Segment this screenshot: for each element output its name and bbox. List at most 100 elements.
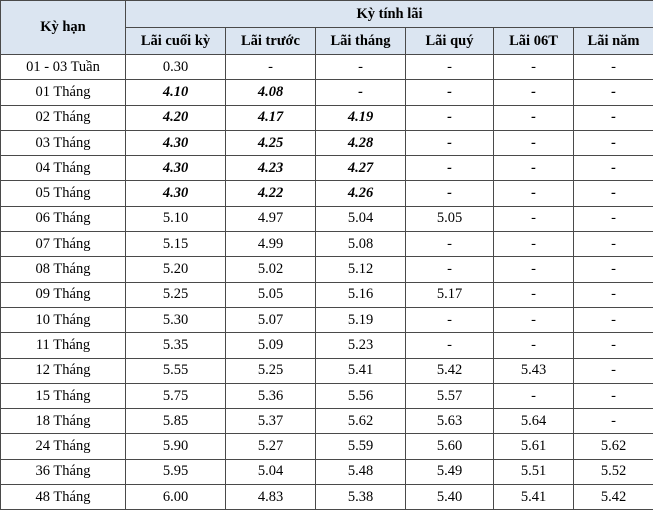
rate-cell: 5.60 [405, 433, 494, 460]
rate-cell: - [405, 256, 494, 283]
rate-cell: - [405, 104, 494, 131]
rate-cell: 5.42 [405, 357, 494, 384]
table-row: 03 Tháng 4.30 4.25 4.28- - - [0, 129, 653, 157]
rate-cell: 5.04 [315, 205, 406, 233]
term-cell: 07 Tháng [0, 231, 126, 258]
table-row: 05 Tháng 4.30 4.22 4.26- - - [0, 180, 653, 207]
table-row: 24 Tháng 5.90 5.27 5.59 5.60 5.61 5.62 [0, 433, 653, 460]
rate-cell: - [315, 79, 406, 106]
term-cell: 18 Tháng [0, 408, 126, 435]
rate-cell: - [572, 180, 653, 207]
rate-cell: 5.02 [225, 256, 316, 283]
rate-cell: - [405, 155, 494, 182]
rate-cell: - [572, 281, 653, 308]
column-header: Lãi 06T [493, 27, 574, 55]
rate-cell: - [405, 332, 494, 359]
rate-cell: - [493, 79, 574, 106]
rate-cell: 5.08 [315, 231, 406, 258]
table-row: 18 Tháng 5.85 5.37 5.62 5.63 5.64- [0, 408, 653, 435]
rate-cell: 4.19 [315, 104, 406, 131]
rate-cell: - [572, 231, 653, 258]
rate-cell: - [493, 53, 574, 81]
term-cell: 03 Tháng [0, 129, 126, 157]
rate-cell: - [572, 382, 653, 410]
rate-cell: - [405, 79, 494, 106]
term-header: Kỳ hạn [0, 0, 126, 55]
rate-cell: - [572, 332, 653, 359]
rate-cell: 5.16 [315, 281, 406, 308]
rate-cell: 4.28 [315, 129, 406, 157]
rate-cell: 4.83 [225, 484, 316, 510]
rate-cell: - [493, 104, 574, 131]
rate-cell: - [572, 205, 653, 233]
rate-cell: - [493, 306, 574, 334]
term-cell: 12 Tháng [0, 357, 126, 384]
rate-cell: 5.40 [405, 484, 494, 510]
rate-cell: - [493, 332, 574, 359]
rate-cell: - [493, 155, 574, 182]
rate-cell: 5.25 [225, 357, 316, 384]
rate-cell: 5.59 [315, 433, 406, 460]
rate-cell: - [493, 382, 574, 410]
rate-cell: 5.48 [315, 458, 406, 486]
rate-cell: 5.52 [572, 458, 653, 486]
rate-cell: - [493, 129, 574, 157]
rate-cell: 5.56 [315, 382, 406, 410]
rate-cell: 5.95 [125, 458, 226, 486]
table-row: 11 Tháng 5.35 5.09 5.23- - - [0, 332, 653, 359]
rate-cell: 5.63 [405, 408, 494, 435]
table-body: 01 - 03 Tuần 0.30- - - - -01 Tháng 4.10 4.08- - -… [0, 53, 653, 510]
rate-cell: 5.42 [572, 484, 653, 510]
rate-cell: 5.30 [125, 306, 226, 334]
table-row: 09 Tháng 5.25 5.05 5.16 5.17- - [0, 281, 653, 308]
table-row: 10 Tháng 5.30 5.07 5.19- - - [0, 306, 653, 334]
rate-cell: 5.04 [225, 458, 316, 486]
column-header: Lãi quý [405, 27, 494, 55]
column-header: Lãi trước [225, 27, 316, 55]
rate-cell: 5.05 [405, 205, 494, 233]
rate-cell: 4.23 [225, 155, 316, 182]
rate-cell: 0.30 [125, 53, 226, 81]
rate-cell: - [405, 53, 494, 81]
term-cell: 05 Tháng [0, 180, 126, 207]
rate-cell: - [572, 306, 653, 334]
rate-cell: 5.25 [125, 281, 226, 308]
rate-cell: 4.97 [225, 205, 316, 233]
rate-cell: - [493, 205, 574, 233]
term-cell: 11 Tháng [0, 332, 126, 359]
term-cell: 24 Tháng [0, 433, 126, 460]
rate-cell: 5.12 [315, 256, 406, 283]
rate-cell: 4.20 [125, 104, 226, 131]
rate-cell: 5.90 [125, 433, 226, 460]
rate-cell: 5.51 [493, 458, 574, 486]
rate-cell: - [572, 357, 653, 384]
term-cell: 48 Tháng [0, 484, 126, 510]
rate-cell: - [493, 231, 574, 258]
rate-cell: 5.62 [572, 433, 653, 460]
rate-cell: - [572, 129, 653, 157]
rate-cell: 5.64 [493, 408, 574, 435]
rate-cell: - [493, 256, 574, 283]
table-header: Kỳ hạn Kỳ tính lãi Lãi cuối kỳ Lãi trước L… [0, 0, 653, 55]
term-cell: 06 Tháng [0, 205, 126, 233]
rate-cell: - [405, 129, 494, 157]
term-cell: 01 - 03 Tuần [0, 53, 126, 81]
rate-cell: 4.10 [125, 79, 226, 106]
table-row: 01 - 03 Tuần 0.30- - - - - [0, 53, 653, 81]
rate-cell: - [572, 155, 653, 182]
rate-cell: 5.62 [315, 408, 406, 435]
column-header: Lãi tháng [315, 27, 406, 55]
term-cell: 01 Tháng [0, 79, 126, 106]
rate-cell: 5.09 [225, 332, 316, 359]
rate-cell: 4.30 [125, 129, 226, 157]
rate-cell: 4.25 [225, 129, 316, 157]
table-row: 06 Tháng 5.10 4.97 5.04 5.05- - [0, 205, 653, 233]
term-cell: 08 Tháng [0, 256, 126, 283]
rate-cell: 5.15 [125, 231, 226, 258]
rate-cell: 4.17 [225, 104, 316, 131]
rate-cell: 5.19 [315, 306, 406, 334]
rate-cell: - [572, 408, 653, 435]
rate-cell: 5.35 [125, 332, 226, 359]
